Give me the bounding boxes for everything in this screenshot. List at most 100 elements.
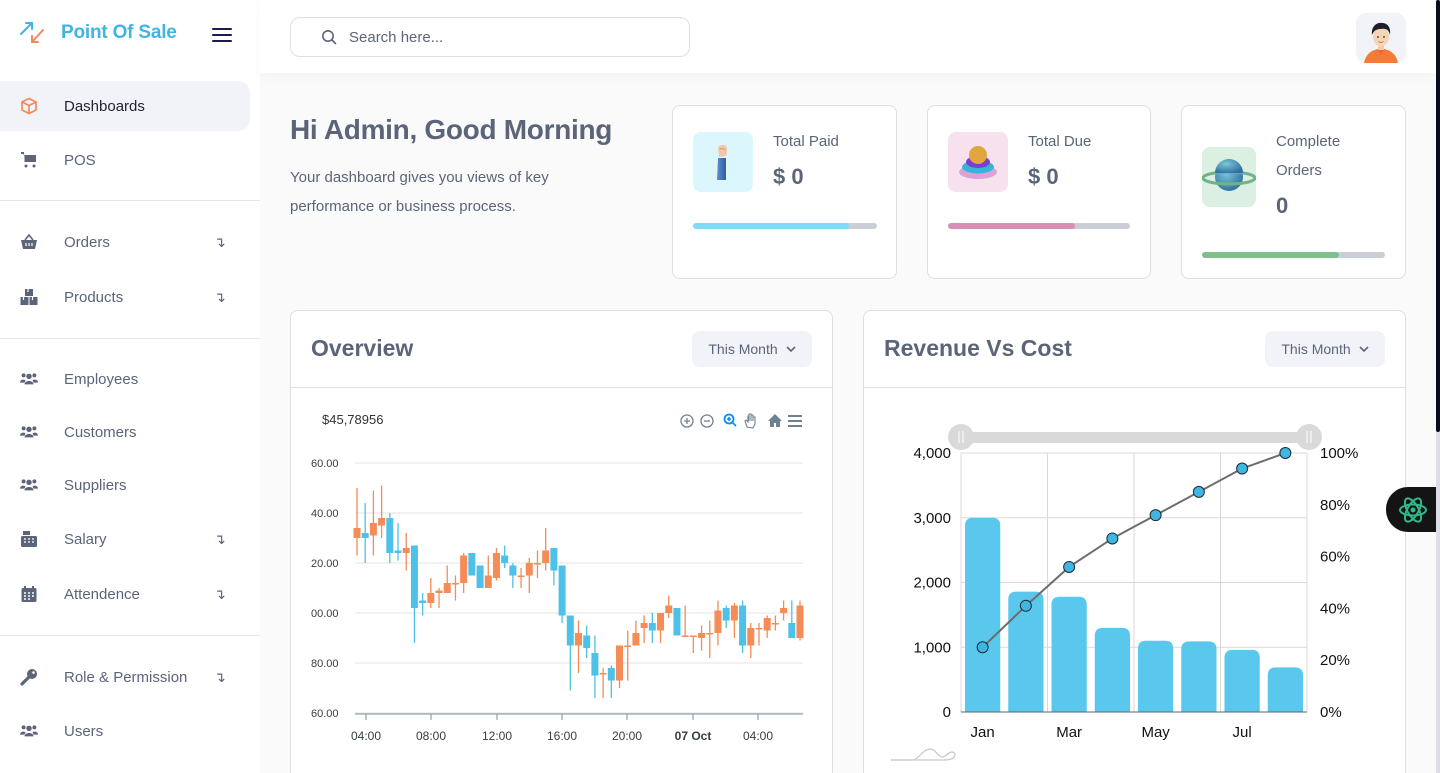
candle-body [624, 645, 632, 647]
handle-grip [958, 431, 964, 443]
bar [1094, 627, 1130, 712]
line-point [1063, 560, 1076, 573]
candle [451, 575, 459, 601]
candle-body [410, 545, 418, 608]
sidebar-item-label: Salary [64, 530, 107, 548]
candle-body [607, 668, 615, 681]
expand-arrow-icon[interactable]: ↴ [214, 288, 226, 305]
sidebar-item-dashboards[interactable]: Dashboards [0, 81, 250, 131]
planet-icon [1202, 147, 1256, 207]
candle-body [501, 555, 509, 563]
expand-arrow-icon[interactable]: ↴ [214, 668, 226, 685]
ai-assistant-button[interactable] [1386, 487, 1440, 532]
search-icon [322, 30, 337, 45]
selection-zoom-icon[interactable] [723, 413, 737, 427]
bar [965, 517, 1001, 712]
icon-part [680, 414, 694, 428]
stat-progress-bar [693, 223, 877, 229]
line-point [1279, 447, 1292, 459]
candle [484, 555, 492, 588]
candle-body [763, 618, 771, 631]
candle-body [706, 633, 714, 635]
sidebar-item-suppliers[interactable]: Suppliers [0, 460, 250, 510]
range-handle-left[interactable] [948, 424, 974, 450]
candle [435, 588, 443, 608]
candle-body [722, 608, 730, 621]
sidebar-item-products[interactable]: Products ↴ [0, 272, 250, 322]
sidebar-item-customers[interactable]: Customers [0, 407, 250, 457]
candle-body [443, 583, 451, 593]
sidebar-item-attendence[interactable]: Attendence ↴ [0, 569, 250, 619]
zoom-out-icon[interactable] [700, 414, 714, 428]
greeting-title: Hi Admin, Good Morning [290, 114, 613, 145]
candle [533, 550, 541, 578]
brand[interactable]: Point Of Sale [18, 18, 177, 48]
candle [624, 630, 632, 681]
expand-arrow-icon[interactable]: ↴ [214, 530, 226, 547]
y-right-tick-label: 80% [1320, 497, 1350, 514]
revenue-period-select[interactable]: This Month [1265, 331, 1385, 367]
hamburger-line [212, 34, 232, 36]
candle [714, 600, 722, 646]
expand-arrow-icon[interactable]: ↴ [214, 233, 226, 250]
reset-home-icon[interactable] [768, 414, 782, 427]
y-left-tick-label: 4,000 [913, 445, 951, 462]
stat-card-total-paid: Total Paid $ 0 [672, 105, 897, 279]
candle-body [533, 563, 541, 565]
candlestick-chart: $45,78956 60.00 40.00 20.00 00.00 80.00 60.00 0… [311, 412, 804, 743]
candle [616, 645, 624, 688]
sidebar-item-role-permission[interactable]: Role & Permission ↴ [0, 652, 250, 702]
menu-icon[interactable] [788, 415, 802, 427]
sidebar-item-orders[interactable]: Orders ↴ [0, 217, 250, 267]
search-box[interactable] [290, 17, 690, 57]
candle [369, 490, 377, 556]
handle-grip [1306, 431, 1312, 443]
pan-hand-icon[interactable] [744, 413, 756, 429]
candle-body [632, 633, 640, 646]
period-label: This Month [708, 341, 778, 357]
range-track[interactable] [961, 432, 1309, 443]
range-handle-right[interactable] [1296, 424, 1322, 450]
candle-body [583, 635, 591, 648]
raised-fist-icon [693, 132, 753, 192]
sidebar: Point Of Sale Dashboards POS Orders ↴ Produc… [0, 0, 260, 773]
handle-knob[interactable] [1296, 424, 1322, 450]
y-right-tick-label: 60% [1320, 549, 1350, 566]
sidebar-item-pos[interactable]: POS [0, 135, 250, 185]
search-input[interactable] [349, 28, 649, 46]
y-tick-label: 00.00 [311, 608, 339, 620]
page-scrollbar[interactable] [1436, 0, 1440, 773]
expand-arrow-icon[interactable]: ↴ [214, 585, 226, 602]
handle-knob[interactable] [948, 424, 974, 450]
zoom-in-icon[interactable] [680, 414, 694, 428]
sidebar-item-salary[interactable]: Salary ↴ [0, 514, 250, 564]
scrollbar-thumb[interactable] [1436, 0, 1440, 432]
panel-divider [291, 387, 832, 388]
user-avatar[interactable] [1356, 13, 1406, 63]
candle-body [665, 605, 673, 613]
candle [509, 563, 517, 588]
candle-body [451, 583, 459, 585]
y-tick-label: 80.00 [311, 658, 339, 670]
progress-fill [948, 223, 1076, 229]
sidebar-item-label: Employees [64, 370, 139, 388]
overview-period-select[interactable]: This Month [692, 331, 812, 367]
greeting-subtitle: Your dashboard gives you views of key pe… [290, 169, 549, 215]
sidebar-item-users[interactable]: Users [0, 706, 250, 756]
candle-body [755, 628, 763, 630]
atom-icon [1399, 496, 1427, 523]
stat-value: $ 0 [773, 164, 804, 189]
sidebar-item-employees[interactable]: Employees [0, 354, 250, 404]
chart-toolbar [680, 413, 802, 429]
y-left-tick-label: 3,000 [913, 510, 951, 527]
menu-toggle-button[interactable] [212, 28, 232, 44]
candle [607, 665, 615, 698]
line-point [976, 641, 989, 654]
stat-label: Complete Orders [1276, 133, 1341, 179]
stat-progress-bar [1202, 252, 1385, 258]
cash-register-icon [20, 530, 38, 548]
candle [386, 513, 394, 563]
range-slider[interactable] [948, 424, 1322, 450]
icon-part [727, 417, 737, 427]
stat-label: Total Due [1028, 133, 1092, 150]
